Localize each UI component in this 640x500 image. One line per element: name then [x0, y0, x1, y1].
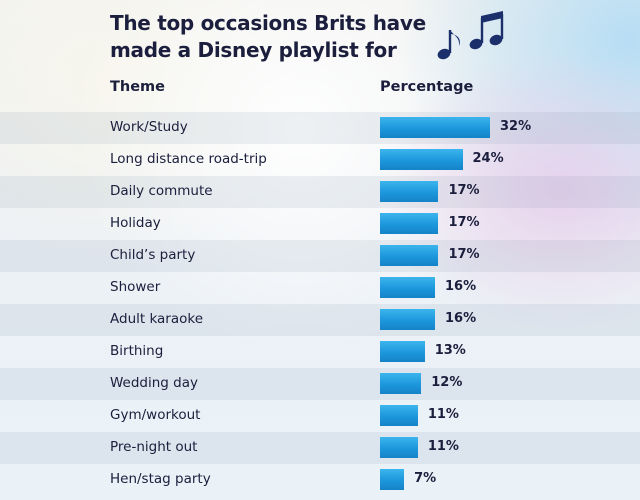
value-label: 16% — [445, 311, 477, 326]
value-label: 24% — [472, 151, 504, 166]
bar — [380, 341, 425, 362]
chart-title: The top occasions Brits have made a Disn… — [110, 10, 440, 64]
chart-row: Shower 16% — [0, 272, 640, 304]
bar — [380, 405, 418, 426]
value-label: 12% — [431, 375, 463, 390]
bar — [380, 245, 439, 266]
bar — [380, 117, 490, 138]
chart-row: Long distance road-trip 24% — [0, 144, 640, 176]
category-label: Wedding day — [110, 375, 199, 391]
chart-title-line-2: made a Disney playlist for — [110, 38, 397, 62]
bar — [380, 373, 422, 394]
category-label: Birthing — [110, 343, 164, 359]
bar — [380, 437, 418, 458]
value-label: 16% — [445, 279, 477, 294]
column-header-percentage: Percentage — [380, 79, 474, 95]
category-label: Long distance road-trip — [110, 151, 267, 167]
music-notes-icon — [437, 11, 504, 60]
chart-title-line-1: The top occasions Brits have — [110, 11, 426, 35]
chart-row: Wedding day 12% — [0, 368, 640, 400]
bar — [380, 149, 463, 170]
bar — [380, 213, 439, 234]
category-label: Child’s party — [110, 247, 196, 263]
category-label: Daily commute — [110, 183, 213, 199]
value-label: 17% — [448, 183, 480, 198]
chart-row: Holiday 17% — [0, 208, 640, 240]
value-label: 7% — [414, 471, 437, 486]
chart-row: Birthing 13% — [0, 336, 640, 368]
value-label: 17% — [448, 215, 480, 230]
chart-row: Child’s party 17% — [0, 240, 640, 272]
chart-row: Adult karaoke 16% — [0, 304, 640, 336]
category-label: Hen/stag party — [110, 471, 211, 487]
category-label: Adult karaoke — [110, 311, 204, 327]
bar — [380, 181, 439, 202]
value-label: 11% — [427, 407, 459, 422]
category-label: Shower — [110, 279, 161, 295]
category-label: Holiday — [110, 215, 161, 231]
bar — [380, 309, 435, 330]
category-label: Work/Study — [110, 119, 188, 135]
chart-row: Pre-night out 11% — [0, 432, 640, 464]
chart-row: Work/Study 32% — [0, 112, 640, 144]
value-label: 11% — [427, 439, 459, 454]
bar — [380, 277, 435, 298]
category-label: Pre-night out — [110, 439, 198, 455]
value-label: 32% — [500, 119, 532, 134]
chart-row: Hen/stag party 7% — [0, 464, 640, 496]
bar — [380, 469, 405, 490]
chart-row: Gym/workout 11% — [0, 400, 640, 432]
chart-row: Daily commute 17% — [0, 176, 640, 208]
category-label: Gym/workout — [110, 407, 201, 423]
value-label: 13% — [434, 343, 466, 358]
column-header-theme: Theme — [110, 79, 165, 95]
value-label: 17% — [448, 247, 480, 262]
